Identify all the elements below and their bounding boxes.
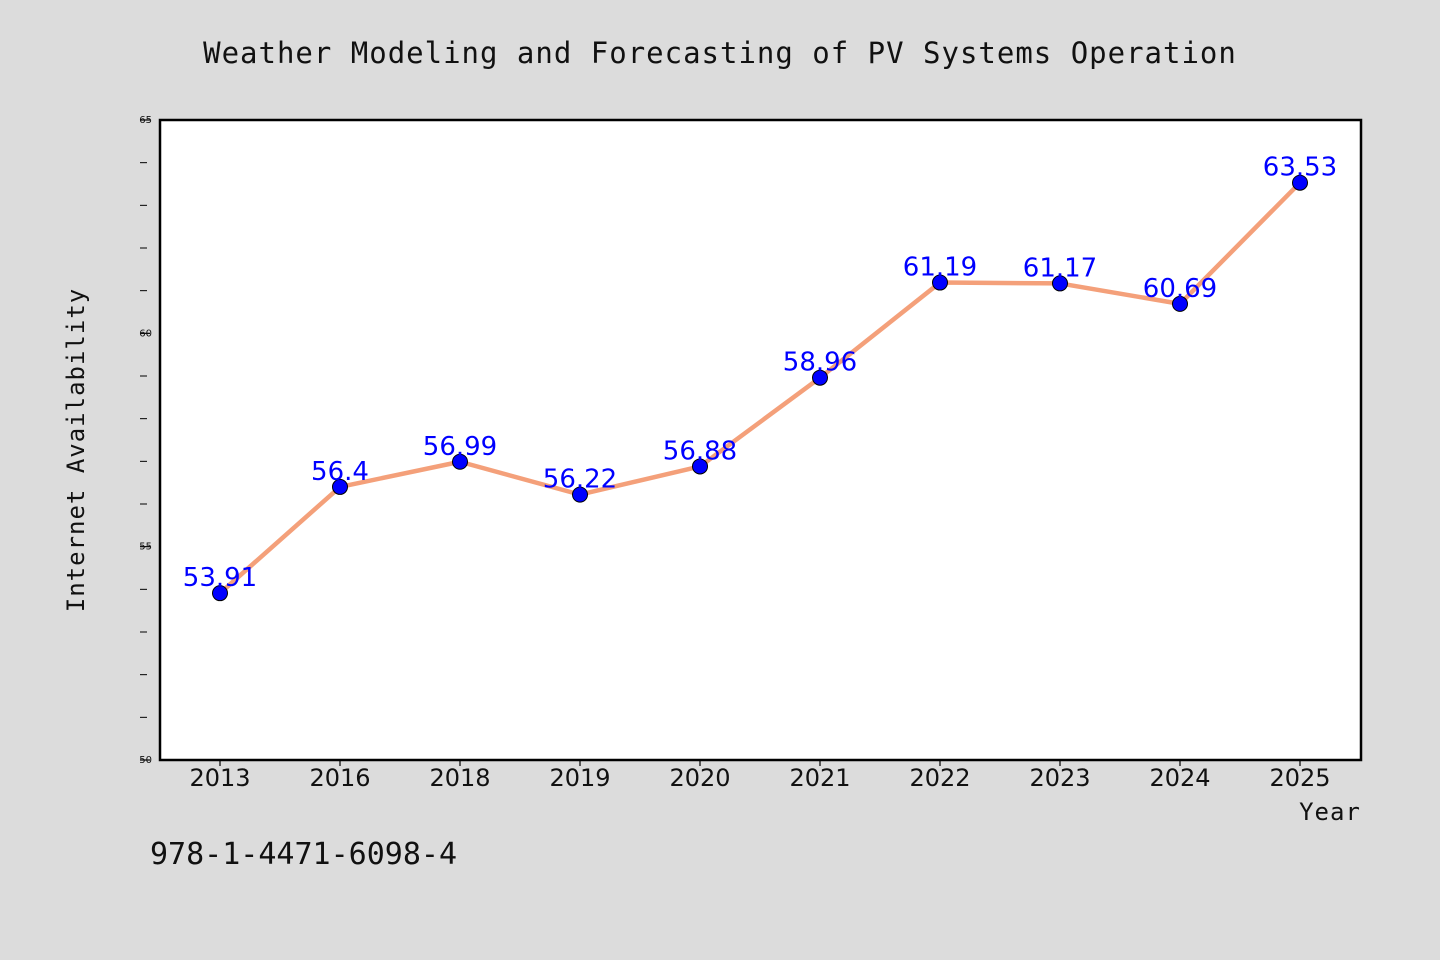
data-point [692,458,708,475]
x-tick-label: 2019 [549,764,610,792]
data-label: 53.91 [183,563,257,593]
data-label: 56.4 [311,457,369,487]
x-tick-label: 2016 [309,764,370,792]
data-label: 61.19 [903,253,977,283]
data-label: 56.99 [423,432,497,462]
y-minor-ticks [140,162,147,718]
data-point [572,486,588,503]
data-point [1172,295,1188,312]
x-tick-label: 2013 [189,764,250,792]
data-labels: 53.91 56.4 56.99 56.22 56.88 58.96 61.19 61.17 6… [183,153,1337,593]
data-label: 61.17 [1023,253,1097,283]
y-axis-label: Internet Availability [62,288,90,612]
x-tick-label: 2025 [1269,764,1330,792]
chart-title: Weather Modeling and Forecasting of PV S… [203,36,1237,70]
y-major-ticks: 50 55 60 65 [139,115,152,766]
x-tick-label: 2024 [1149,764,1210,792]
x-tick-label: 2020 [669,764,730,792]
data-point [1292,174,1308,191]
data-point [932,274,948,291]
data-label: 56.22 [543,465,617,495]
x-tick-label: 2023 [1029,764,1090,792]
series-line [217,180,1303,596]
x-ticks: 2013 2016 2018 2019 2020 2021 2022 2023 2024 2025 [189,760,1331,792]
data-point [1052,275,1068,292]
plot-area [160,120,1361,760]
x-tick-label: 2021 [789,764,850,792]
y-tick-label: 50 [139,755,152,766]
plot-frame [158,118,1363,762]
y-tick-label: 55 [139,542,152,553]
y-tick-label: 65 [139,115,152,126]
data-label: 56.88 [663,436,737,466]
data-point [812,369,828,386]
x-tick-label: 2018 [429,764,490,792]
data-label: 60.69 [1143,274,1217,304]
y-tick-label: 60 [139,328,152,339]
data-markers [212,174,1308,602]
data-point [212,585,228,602]
data-label: 58.96 [783,348,857,378]
data-point [452,453,468,470]
isbn-text: 978-1-4471-6098-4 [150,837,457,872]
x-axis-label: Year [1299,798,1361,826]
data-point [332,478,348,495]
x-tick-label: 2022 [909,764,970,792]
data-label: 63.53 [1263,153,1337,183]
